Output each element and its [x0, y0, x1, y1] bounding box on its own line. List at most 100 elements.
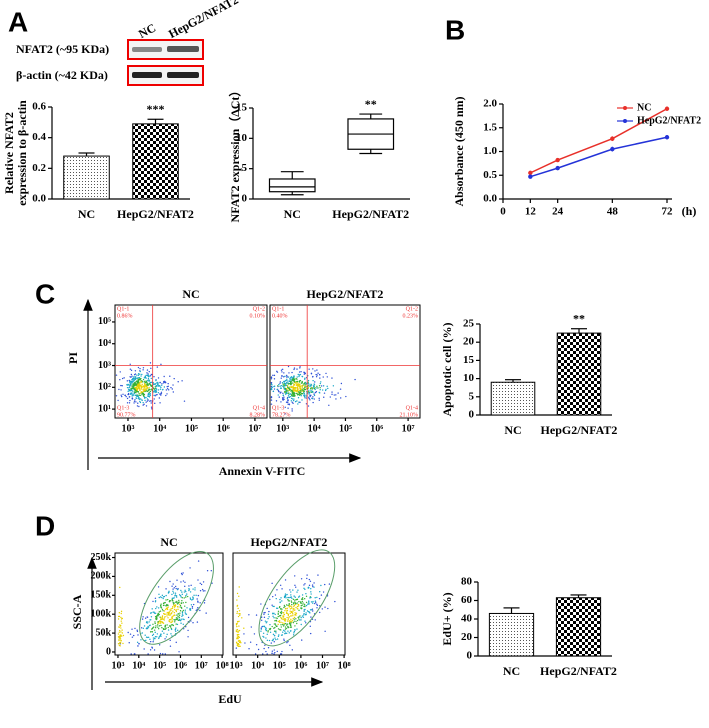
event-dot [122, 393, 124, 395]
event-dot [173, 611, 176, 614]
event-dot [165, 394, 167, 397]
y-tick-label: 200k [90, 571, 111, 582]
event-dot [164, 616, 166, 618]
event-dot [172, 601, 174, 603]
event-dot [159, 388, 162, 390]
event-dot [184, 581, 186, 583]
plot-title: HepG2/NFAT2 [307, 287, 384, 301]
event-dot [155, 387, 157, 390]
event-dot [312, 375, 314, 378]
event-dot [139, 386, 141, 388]
y-tick-label: 2.0 [483, 98, 497, 110]
event-dot [300, 616, 302, 619]
event-dot [295, 598, 297, 601]
event-dot [270, 385, 273, 388]
event-dot [277, 610, 280, 613]
event-dot [159, 402, 161, 404]
event-dot [284, 628, 287, 630]
event-dot [298, 380, 301, 382]
event-dot [189, 591, 192, 593]
event-dot [267, 647, 270, 649]
event-dot [283, 385, 286, 387]
event-dot [129, 376, 131, 378]
event-dot [293, 380, 296, 383]
event-dot [162, 653, 164, 655]
event-dot [286, 593, 288, 596]
event-dot [307, 391, 309, 393]
event-dot [152, 600, 154, 603]
event-dot [283, 387, 285, 389]
event-dot [270, 403, 273, 405]
event-dot [274, 620, 276, 622]
event-dot [146, 627, 149, 630]
event-dot [280, 369, 283, 371]
event-dot [278, 634, 280, 636]
event-dot [162, 610, 164, 612]
event-dot [325, 372, 327, 375]
event-dot [161, 384, 163, 386]
event-dot [140, 375, 142, 377]
event-dot [173, 377, 175, 380]
event-dot [337, 392, 339, 394]
event-dot [121, 632, 124, 634]
event-dot [158, 596, 160, 599]
event-dot [157, 392, 160, 394]
quadrant-percent: 0.23% [403, 313, 419, 319]
event-dot [283, 622, 285, 625]
event-dot [131, 389, 133, 391]
event-dot [302, 614, 305, 616]
significance: ** [365, 97, 377, 111]
event-dot [287, 598, 289, 601]
event-dot [276, 650, 278, 653]
event-dot [181, 613, 184, 615]
event-dot [169, 375, 171, 377]
event-dot [279, 614, 281, 617]
event-dot [312, 396, 314, 398]
event-dot [340, 382, 343, 385]
event-dot [159, 610, 162, 612]
event-dot [236, 610, 239, 613]
event-dot [288, 620, 291, 622]
event-dot [141, 383, 143, 386]
event-dot [318, 399, 321, 401]
event-dot [283, 606, 285, 609]
event-dot [284, 389, 287, 391]
event-dot [273, 388, 276, 390]
event-dot [148, 386, 150, 389]
event-dot [279, 601, 281, 604]
event-dot [287, 640, 289, 643]
event-dot [304, 388, 307, 391]
event-dot [117, 399, 119, 402]
event-dot [206, 570, 209, 572]
event-dot [154, 622, 156, 625]
event-dot [136, 629, 138, 631]
event-dot [175, 630, 177, 633]
event-dot [156, 616, 158, 619]
event-dot [132, 381, 134, 383]
event-dot [249, 641, 252, 643]
event-dot [143, 395, 145, 397]
event-dot [284, 579, 287, 581]
event-dot [283, 383, 285, 386]
x-tick-label: NC [78, 207, 95, 221]
x-tick-label: 10⁴ [251, 660, 264, 671]
event-dot [268, 616, 270, 618]
event-dot [132, 386, 134, 389]
event-dot [128, 389, 131, 392]
event-dot [237, 637, 239, 640]
event-dot [143, 648, 145, 650]
event-dot [127, 388, 130, 390]
event-dot [274, 626, 276, 629]
event-dot [163, 380, 166, 383]
event-dot [287, 626, 290, 628]
point [528, 170, 533, 176]
event-dot [278, 606, 281, 609]
event-dot [299, 394, 301, 397]
event-dot [266, 607, 268, 610]
event-dot [300, 607, 302, 609]
event-dot [293, 368, 295, 371]
event-dot [292, 617, 294, 620]
y-tick-label: 10³ [98, 360, 111, 371]
event-dot [149, 624, 151, 626]
event-dot [126, 402, 129, 404]
